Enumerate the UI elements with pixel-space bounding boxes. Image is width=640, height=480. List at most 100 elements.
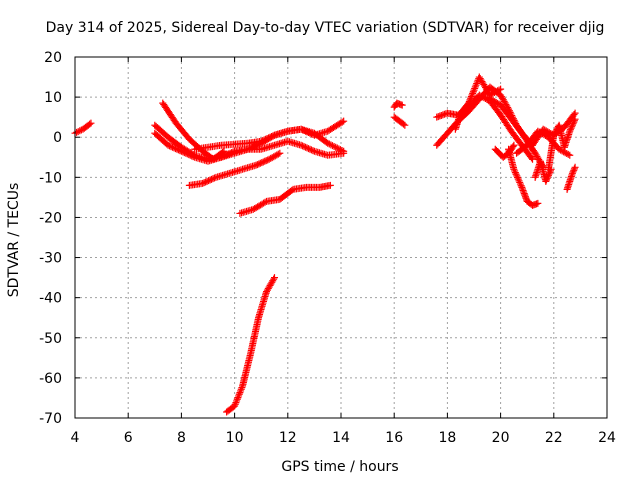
data-point <box>238 384 246 392</box>
data-point <box>268 154 276 162</box>
data-point <box>542 176 550 184</box>
x-tick-labels: 4 6 8 10 12 14 16 18 20 22 24 <box>71 430 616 446</box>
series-trace-9 <box>390 99 406 111</box>
data-point <box>469 88 477 96</box>
data-point <box>269 132 277 140</box>
data-point <box>180 149 188 157</box>
series-trace-6 <box>185 149 284 189</box>
data-point <box>189 153 197 161</box>
y-tick-label: -30 <box>39 251 62 267</box>
data-point <box>234 394 242 402</box>
data-point <box>491 89 499 97</box>
series-trace-8 <box>223 274 278 416</box>
data-point <box>228 149 236 157</box>
data-point <box>510 165 518 173</box>
data-point <box>266 133 274 141</box>
series-trace-7 <box>236 181 334 217</box>
data-point <box>544 173 552 181</box>
data-point <box>511 167 519 175</box>
data-point <box>164 141 172 149</box>
y-tick-label: 20 <box>44 50 62 66</box>
data-point <box>473 80 481 88</box>
data-point <box>571 163 579 171</box>
data-point <box>571 115 579 123</box>
data-point <box>309 147 317 155</box>
data-point <box>274 150 282 158</box>
data-point <box>465 99 473 107</box>
data-point <box>472 81 480 89</box>
data-point <box>307 146 315 154</box>
data-point <box>170 144 178 152</box>
data-point <box>328 142 336 150</box>
data-point <box>571 109 579 117</box>
data-point <box>169 143 177 151</box>
data-point <box>225 150 233 158</box>
data-point <box>236 389 244 397</box>
data-point <box>261 157 269 165</box>
data-point <box>217 153 225 161</box>
data-point <box>297 125 305 133</box>
data-point <box>303 128 311 136</box>
data-point <box>541 126 549 134</box>
data-point <box>398 101 406 109</box>
data-point <box>259 158 267 166</box>
data-point <box>306 129 314 137</box>
data-point <box>340 149 348 157</box>
data-point <box>307 130 315 138</box>
data-point <box>261 198 269 206</box>
x-tick-label: 8 <box>177 430 186 446</box>
data-point <box>544 171 552 179</box>
data-point <box>233 395 241 403</box>
data-point <box>400 120 408 128</box>
data-point <box>219 153 227 161</box>
y-tick-label: -40 <box>39 291 62 307</box>
series-trace-4 <box>151 129 348 165</box>
data-point <box>235 390 243 398</box>
data-point <box>561 149 569 157</box>
data-point <box>569 168 577 176</box>
data-point <box>566 126 574 134</box>
data-point <box>262 135 270 143</box>
data-point <box>495 86 503 94</box>
x-tick-label: 16 <box>385 430 403 446</box>
data-point <box>570 165 578 173</box>
data-point <box>516 180 524 188</box>
data-point <box>256 159 264 167</box>
data-point <box>231 400 239 408</box>
data-point <box>202 178 210 186</box>
data-layer <box>71 73 579 416</box>
data-point <box>183 150 191 158</box>
data-point <box>174 146 182 154</box>
data-point <box>401 121 409 129</box>
data-point <box>303 144 311 152</box>
data-point <box>564 150 572 158</box>
data-point <box>206 176 214 184</box>
data-point <box>182 149 190 157</box>
x-tick-label: 24 <box>598 430 616 446</box>
data-point <box>494 87 502 95</box>
data-point <box>568 121 576 129</box>
series-trace-20 <box>531 157 555 185</box>
data-point <box>271 152 279 160</box>
data-point <box>306 145 314 153</box>
data-point <box>514 174 522 182</box>
data-point <box>302 143 310 151</box>
x-tick-label: 22 <box>545 430 563 446</box>
data-point <box>570 166 578 174</box>
data-point <box>273 151 281 159</box>
series-trace-10 <box>390 113 409 129</box>
data-point <box>231 402 239 410</box>
data-point <box>259 137 267 145</box>
data-point <box>326 181 334 189</box>
series-trace-17 <box>505 145 542 209</box>
data-point <box>509 143 517 151</box>
data-point <box>514 175 522 183</box>
series-trace-13 <box>451 73 505 133</box>
data-point <box>560 148 568 156</box>
data-point <box>545 129 553 137</box>
data-point <box>74 128 82 136</box>
series-trace-5 <box>191 117 348 153</box>
y-tick-label: -70 <box>39 411 62 427</box>
data-point <box>209 175 217 183</box>
data-point <box>270 275 278 283</box>
